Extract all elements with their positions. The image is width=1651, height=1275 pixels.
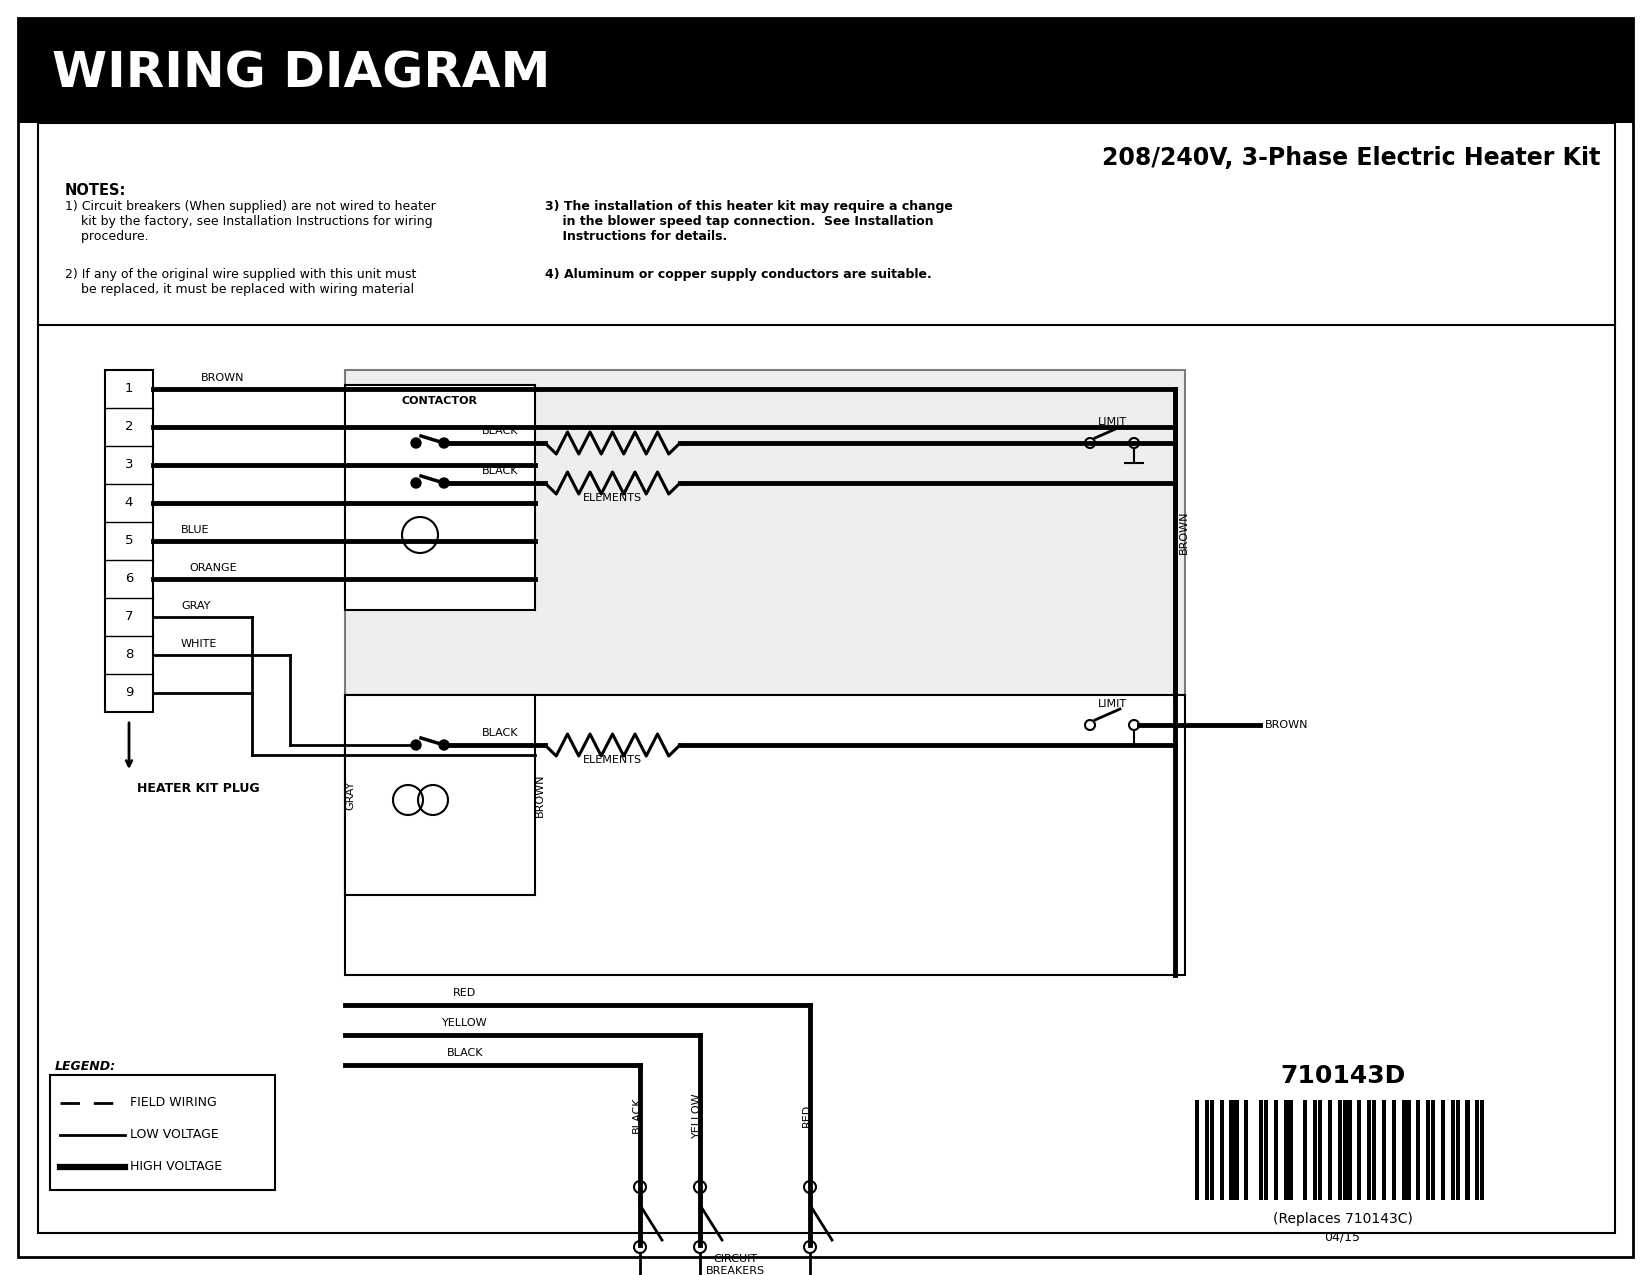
Bar bbox=[1441, 1100, 1445, 1200]
Bar bbox=[1283, 1100, 1288, 1200]
Text: 04/15: 04/15 bbox=[1324, 1230, 1360, 1243]
Bar bbox=[1417, 1100, 1420, 1200]
Bar bbox=[1327, 1100, 1332, 1200]
Text: CONTACTOR: CONTACTOR bbox=[401, 397, 479, 405]
Text: 5: 5 bbox=[125, 534, 134, 547]
Bar bbox=[1303, 1100, 1308, 1200]
Bar bbox=[1456, 1100, 1459, 1200]
Text: YELLOW: YELLOW bbox=[442, 1017, 487, 1028]
Bar bbox=[1260, 1100, 1263, 1200]
Text: RED: RED bbox=[454, 988, 477, 998]
Bar bbox=[1337, 1100, 1342, 1200]
Text: 1) Circuit breakers (When supplied) are not wired to heater
    kit by the facto: 1) Circuit breakers (When supplied) are … bbox=[64, 200, 436, 244]
Bar bbox=[1392, 1100, 1395, 1200]
Text: HIGH VOLTAGE: HIGH VOLTAGE bbox=[130, 1160, 223, 1173]
Text: GRAY: GRAY bbox=[182, 601, 210, 611]
Bar bbox=[1313, 1100, 1317, 1200]
Bar bbox=[1342, 1100, 1347, 1200]
Bar bbox=[1347, 1100, 1352, 1200]
Bar bbox=[1426, 1100, 1430, 1200]
Text: LIMIT: LIMIT bbox=[1098, 417, 1126, 427]
Text: BLACK: BLACK bbox=[632, 1096, 642, 1133]
Text: LOW VOLTAGE: LOW VOLTAGE bbox=[130, 1128, 218, 1141]
Bar bbox=[1230, 1100, 1233, 1200]
Bar bbox=[1402, 1100, 1405, 1200]
Text: 4: 4 bbox=[125, 496, 134, 510]
Text: BROWN: BROWN bbox=[201, 374, 244, 382]
Circle shape bbox=[439, 439, 449, 448]
Text: BLACK: BLACK bbox=[482, 465, 518, 476]
Text: WHITE: WHITE bbox=[182, 639, 218, 649]
Bar bbox=[38, 122, 1615, 1233]
Text: 2: 2 bbox=[125, 421, 134, 434]
Bar bbox=[345, 370, 1185, 695]
Text: 8: 8 bbox=[125, 649, 134, 662]
Text: CIRCUIT
BREAKERS: CIRCUIT BREAKERS bbox=[705, 1255, 764, 1275]
Text: ORANGE: ORANGE bbox=[188, 564, 236, 572]
Bar bbox=[18, 18, 1633, 122]
Text: 2) If any of the original wire supplied with this unit must
    be replaced, it : 2) If any of the original wire supplied … bbox=[64, 268, 416, 296]
Circle shape bbox=[439, 478, 449, 488]
Text: HEATER KIT PLUG: HEATER KIT PLUG bbox=[137, 782, 259, 796]
Text: BLUE: BLUE bbox=[182, 525, 210, 536]
Text: BLACK: BLACK bbox=[482, 426, 518, 436]
Text: (Replaces 710143C): (Replaces 710143C) bbox=[1273, 1213, 1413, 1227]
Bar bbox=[1382, 1100, 1385, 1200]
Text: 1: 1 bbox=[125, 382, 134, 395]
Bar bbox=[1205, 1100, 1209, 1200]
Circle shape bbox=[411, 740, 421, 750]
Bar bbox=[1407, 1100, 1410, 1200]
Text: ELEMENTS: ELEMENTS bbox=[583, 493, 642, 504]
Bar bbox=[1481, 1100, 1484, 1200]
Text: 4) Aluminum or copper supply conductors are suitable.: 4) Aluminum or copper supply conductors … bbox=[545, 268, 931, 280]
Text: 6: 6 bbox=[125, 572, 134, 585]
Text: ELEMENTS: ELEMENTS bbox=[583, 755, 642, 765]
Bar bbox=[1476, 1100, 1479, 1200]
Bar bbox=[50, 1075, 276, 1190]
Bar bbox=[1431, 1100, 1435, 1200]
Text: BROWN: BROWN bbox=[1179, 511, 1189, 555]
Bar bbox=[1317, 1100, 1322, 1200]
Bar bbox=[1245, 1100, 1248, 1200]
Text: BLACK: BLACK bbox=[482, 728, 518, 738]
Text: LIMIT: LIMIT bbox=[1098, 699, 1126, 709]
Bar bbox=[345, 385, 535, 609]
Text: FIELD WIRING: FIELD WIRING bbox=[130, 1096, 216, 1109]
Text: 9: 9 bbox=[125, 686, 134, 700]
Text: 3) The installation of this heater kit may require a change
    in the blower sp: 3) The installation of this heater kit m… bbox=[545, 200, 953, 244]
Bar bbox=[1195, 1100, 1199, 1200]
Bar bbox=[1235, 1100, 1238, 1200]
Text: BROWN: BROWN bbox=[535, 773, 545, 817]
Text: YELLOW: YELLOW bbox=[692, 1093, 702, 1137]
Circle shape bbox=[439, 740, 449, 750]
Text: BROWN: BROWN bbox=[1265, 720, 1309, 731]
Text: BLACK: BLACK bbox=[447, 1048, 484, 1058]
Text: LEGEND:: LEGEND: bbox=[54, 1060, 116, 1074]
Text: GRAY: GRAY bbox=[345, 780, 355, 810]
Bar bbox=[1273, 1100, 1278, 1200]
Bar bbox=[1220, 1100, 1223, 1200]
Circle shape bbox=[411, 478, 421, 488]
Bar bbox=[1263, 1100, 1268, 1200]
Text: RED: RED bbox=[802, 1103, 812, 1127]
Bar bbox=[1288, 1100, 1293, 1200]
Text: 710143D: 710143D bbox=[1280, 1065, 1405, 1088]
Bar bbox=[1357, 1100, 1362, 1200]
Bar bbox=[1367, 1100, 1372, 1200]
Text: 208/240V, 3-Phase Electric Heater Kit: 208/240V, 3-Phase Electric Heater Kit bbox=[1101, 147, 1600, 170]
Text: 7: 7 bbox=[125, 611, 134, 623]
Bar bbox=[1466, 1100, 1469, 1200]
Bar bbox=[1210, 1100, 1213, 1200]
Text: WIRING DIAGRAM: WIRING DIAGRAM bbox=[51, 48, 550, 97]
Bar bbox=[1372, 1100, 1377, 1200]
Circle shape bbox=[411, 439, 421, 448]
Bar bbox=[345, 695, 1185, 975]
Text: NOTES:: NOTES: bbox=[64, 184, 127, 198]
Text: 3: 3 bbox=[125, 459, 134, 472]
Bar bbox=[345, 695, 535, 895]
Bar bbox=[1451, 1100, 1455, 1200]
Bar bbox=[106, 370, 154, 711]
